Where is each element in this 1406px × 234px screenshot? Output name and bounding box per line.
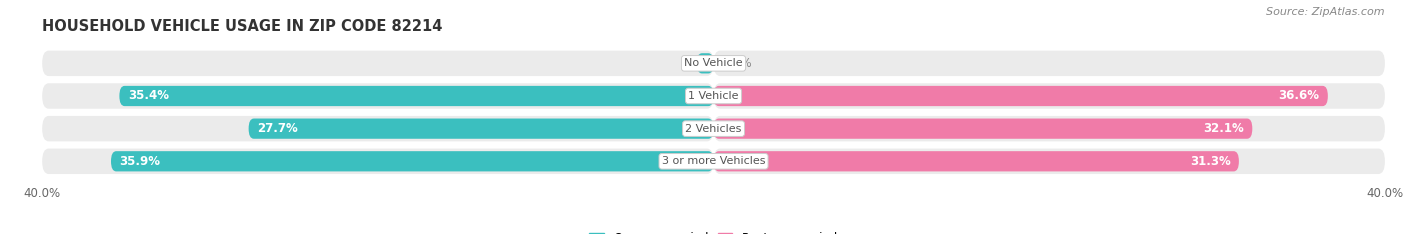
FancyBboxPatch shape [111, 151, 713, 172]
Text: 1 Vehicle: 1 Vehicle [689, 91, 738, 101]
Text: 27.7%: 27.7% [257, 122, 298, 135]
FancyBboxPatch shape [249, 119, 713, 139]
Text: 35.9%: 35.9% [120, 155, 160, 168]
FancyBboxPatch shape [120, 86, 713, 106]
FancyBboxPatch shape [42, 149, 713, 174]
Text: 31.3%: 31.3% [1189, 155, 1230, 168]
Text: 3 or more Vehicles: 3 or more Vehicles [662, 156, 765, 166]
Legend: Owner-occupied, Renter-occupied: Owner-occupied, Renter-occupied [585, 227, 842, 234]
FancyBboxPatch shape [713, 151, 1239, 172]
Text: Source: ZipAtlas.com: Source: ZipAtlas.com [1267, 7, 1385, 17]
Text: 0.0%: 0.0% [721, 57, 752, 70]
Text: No Vehicle: No Vehicle [685, 58, 742, 68]
FancyBboxPatch shape [713, 51, 1385, 76]
Text: 35.4%: 35.4% [128, 89, 169, 102]
FancyBboxPatch shape [42, 83, 713, 109]
FancyBboxPatch shape [713, 119, 1253, 139]
Text: 2 Vehicles: 2 Vehicles [685, 124, 742, 134]
FancyBboxPatch shape [697, 53, 713, 73]
Text: 36.6%: 36.6% [1278, 89, 1319, 102]
FancyBboxPatch shape [713, 149, 1385, 174]
Text: 1.0%: 1.0% [706, 57, 738, 70]
Text: HOUSEHOLD VEHICLE USAGE IN ZIP CODE 82214: HOUSEHOLD VEHICLE USAGE IN ZIP CODE 8221… [42, 19, 443, 34]
FancyBboxPatch shape [42, 116, 713, 141]
FancyBboxPatch shape [713, 83, 1385, 109]
Text: 32.1%: 32.1% [1204, 122, 1244, 135]
FancyBboxPatch shape [713, 86, 1327, 106]
FancyBboxPatch shape [713, 116, 1385, 141]
FancyBboxPatch shape [42, 51, 713, 76]
